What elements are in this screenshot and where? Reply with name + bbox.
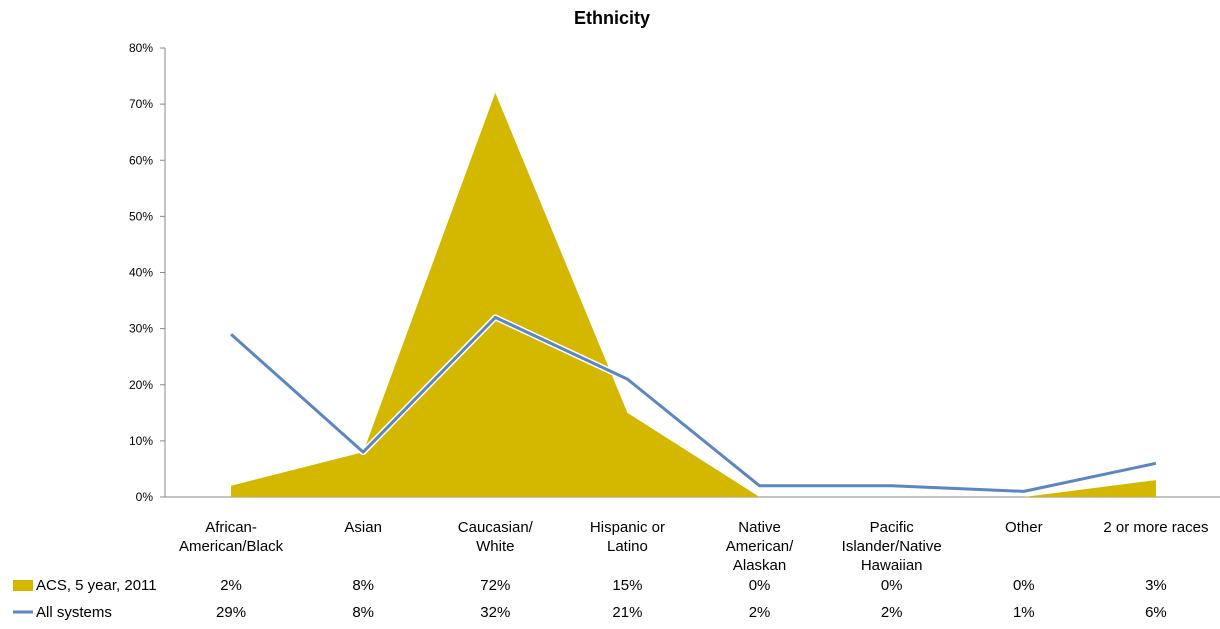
table-cell-value: 32% (480, 604, 510, 621)
table-cell-value: 2% (220, 577, 242, 594)
y-tick-label: 40% (129, 266, 153, 280)
axes: 0% 10% 20% 30% 40% 50% 60% 70% 80% (129, 41, 1220, 504)
category-label: Other (1005, 519, 1043, 536)
table-cell-value: 8% (352, 577, 374, 594)
table-cell-value: 6% (1145, 604, 1167, 621)
category-label: 2 or more races (1103, 519, 1208, 536)
category-label: Native American/Alaskan (726, 519, 794, 574)
table-cell-value: 8% (352, 604, 374, 621)
table-cell-value: 1% (1013, 604, 1035, 621)
series-line-group (229, 314, 1157, 495)
table-cell-value: 0% (749, 577, 771, 594)
category-label: Caucasian/White (458, 519, 534, 555)
table-cell-value: 2% (881, 604, 903, 621)
series-all-systems-line (230, 315, 1157, 493)
table-cell-value: 0% (881, 577, 903, 594)
y-tick-label: 60% (129, 153, 153, 167)
series-acs-area (231, 92, 1156, 498)
data-table: ACS, 5 year, 2011 All systems 2% 8% 72% 15% 0%… (13, 577, 1167, 621)
table-cell-value: 72% (480, 577, 510, 594)
table-cell-value: 0% (1013, 577, 1035, 594)
series-area-group (231, 92, 1156, 498)
category-label: Pacific Islander/Native Hawaiian (842, 519, 942, 574)
table-cell-value: 15% (612, 577, 642, 594)
y-tick-label: 10% (129, 434, 153, 448)
category-label: African-American/Black (179, 519, 284, 555)
table-cell-value: 29% (216, 604, 246, 621)
y-tick-label: 50% (129, 209, 153, 223)
y-tick-label: 80% (129, 41, 153, 55)
category-label: Hispanic or Latino (590, 519, 665, 555)
category-labels: African-American/Black Asian Caucasian/Whi… (179, 519, 1209, 574)
y-tick-label: 30% (129, 322, 153, 336)
chart-title: Ethnicity (574, 8, 650, 28)
table-cell-value: 21% (612, 604, 642, 621)
legend-label-acs: ACS, 5 year, 2011 (36, 577, 157, 594)
table-cell-value: 2% (749, 604, 771, 621)
y-tick-label: 0% (136, 490, 154, 504)
y-tick-label: 20% (129, 378, 153, 392)
legend-swatch-acs (13, 580, 33, 591)
category-label: Asian (344, 519, 382, 536)
table-cell-value: 3% (1145, 577, 1167, 594)
legend-label-all-systems: All systems (36, 604, 112, 621)
y-tick-label: 70% (129, 97, 153, 111)
